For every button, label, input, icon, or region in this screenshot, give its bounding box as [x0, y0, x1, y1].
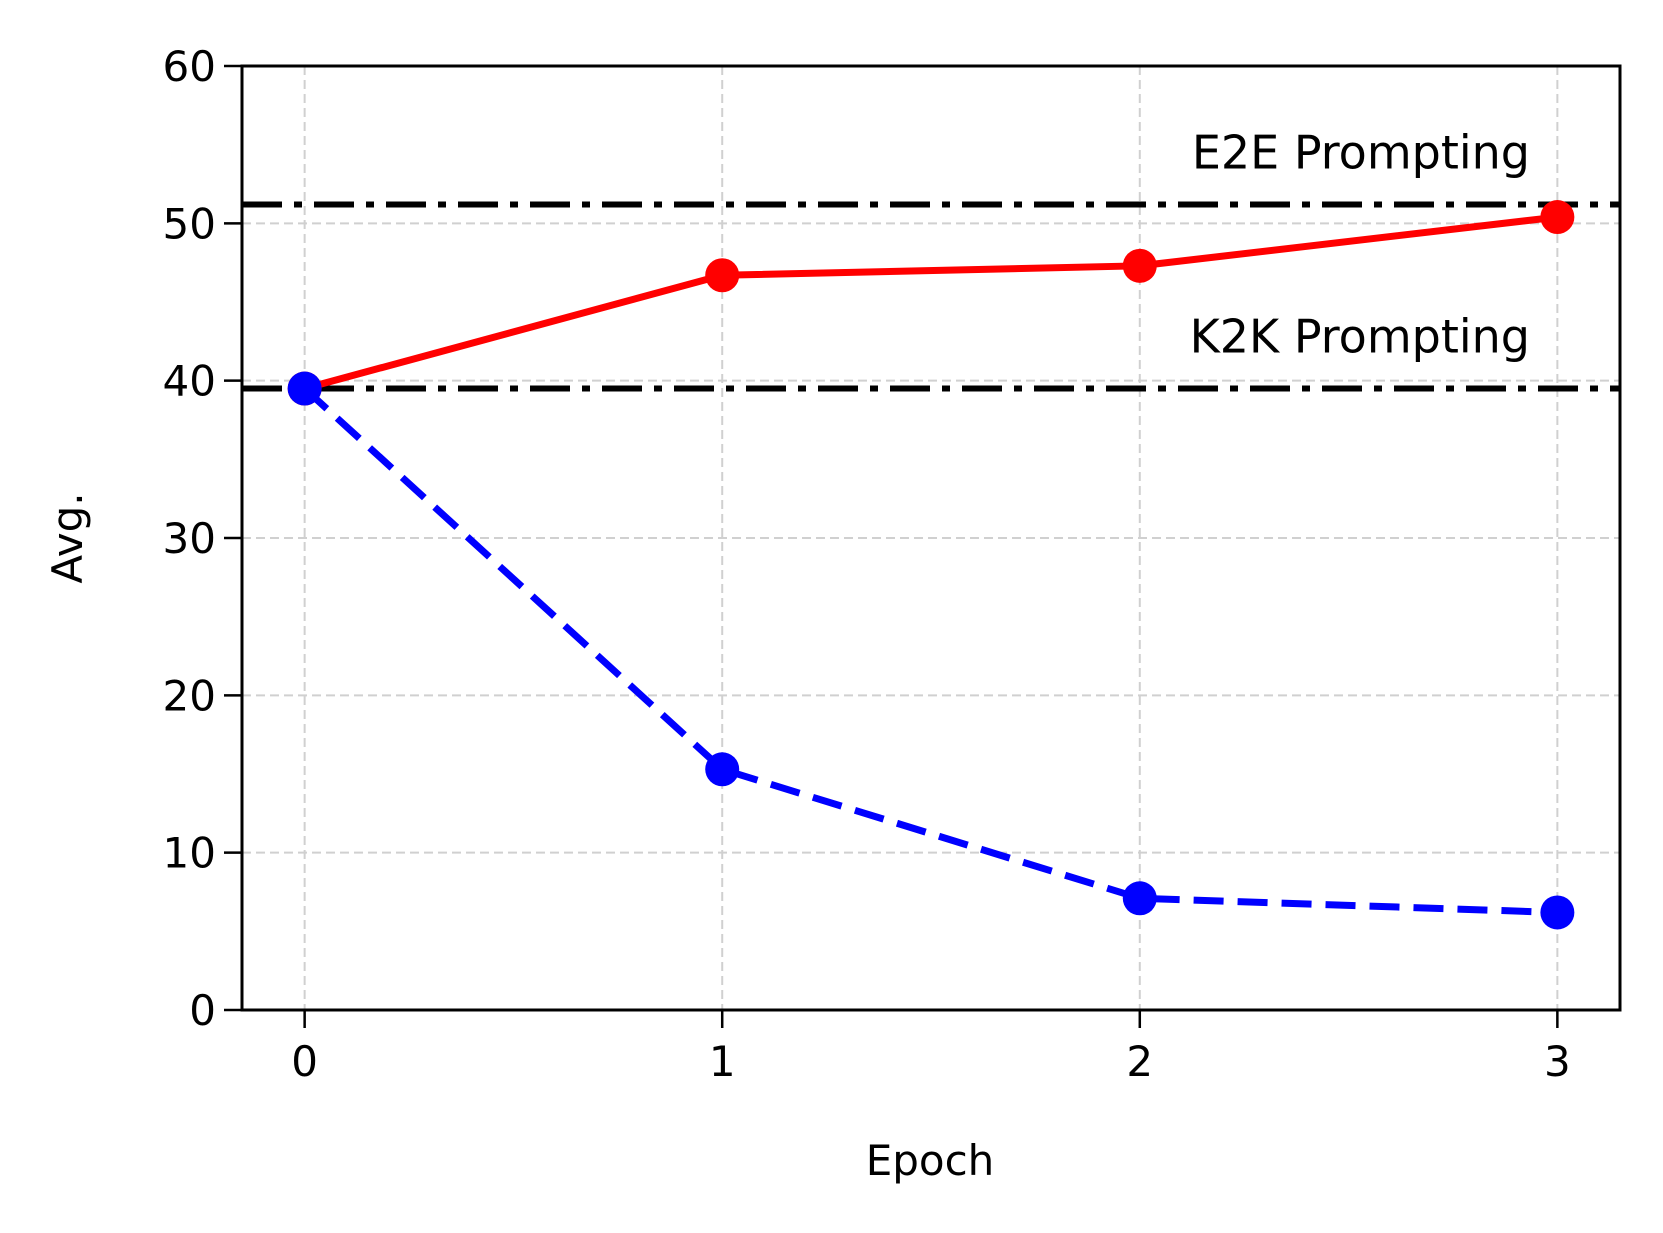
data-point: [705, 258, 740, 293]
x-tick-label: 3: [1544, 1037, 1571, 1086]
data-point: [1540, 895, 1575, 930]
y-tick-label: 0: [189, 986, 216, 1035]
data-point: [287, 371, 322, 406]
reference-label: K2K Prompting: [1190, 310, 1530, 364]
plot-frame: [240, 64, 1622, 1012]
y-tick-label: 10: [163, 829, 216, 878]
x-tick-label: 2: [1126, 1037, 1153, 1086]
x-tick-label: 1: [709, 1037, 736, 1086]
y-tick-label: 60: [163, 42, 216, 91]
series-line: [303, 213, 1558, 392]
y-tick-label: 40: [163, 357, 216, 406]
y-tick-label: 20: [163, 671, 216, 720]
reference-label: E2E Prompting: [1192, 125, 1530, 179]
x-tick-label: 0: [291, 1037, 318, 1086]
y-axis-label: Avg.: [43, 492, 92, 583]
data-point: [1122, 881, 1157, 916]
data-point: [1540, 200, 1575, 235]
y-tick-label: 50: [163, 199, 216, 248]
y-tick-label: 30: [163, 514, 216, 563]
series-line: [302, 385, 1558, 916]
data-point: [705, 752, 740, 787]
x-axis-label: Epoch: [866, 1136, 995, 1185]
data-point: [1122, 248, 1157, 283]
